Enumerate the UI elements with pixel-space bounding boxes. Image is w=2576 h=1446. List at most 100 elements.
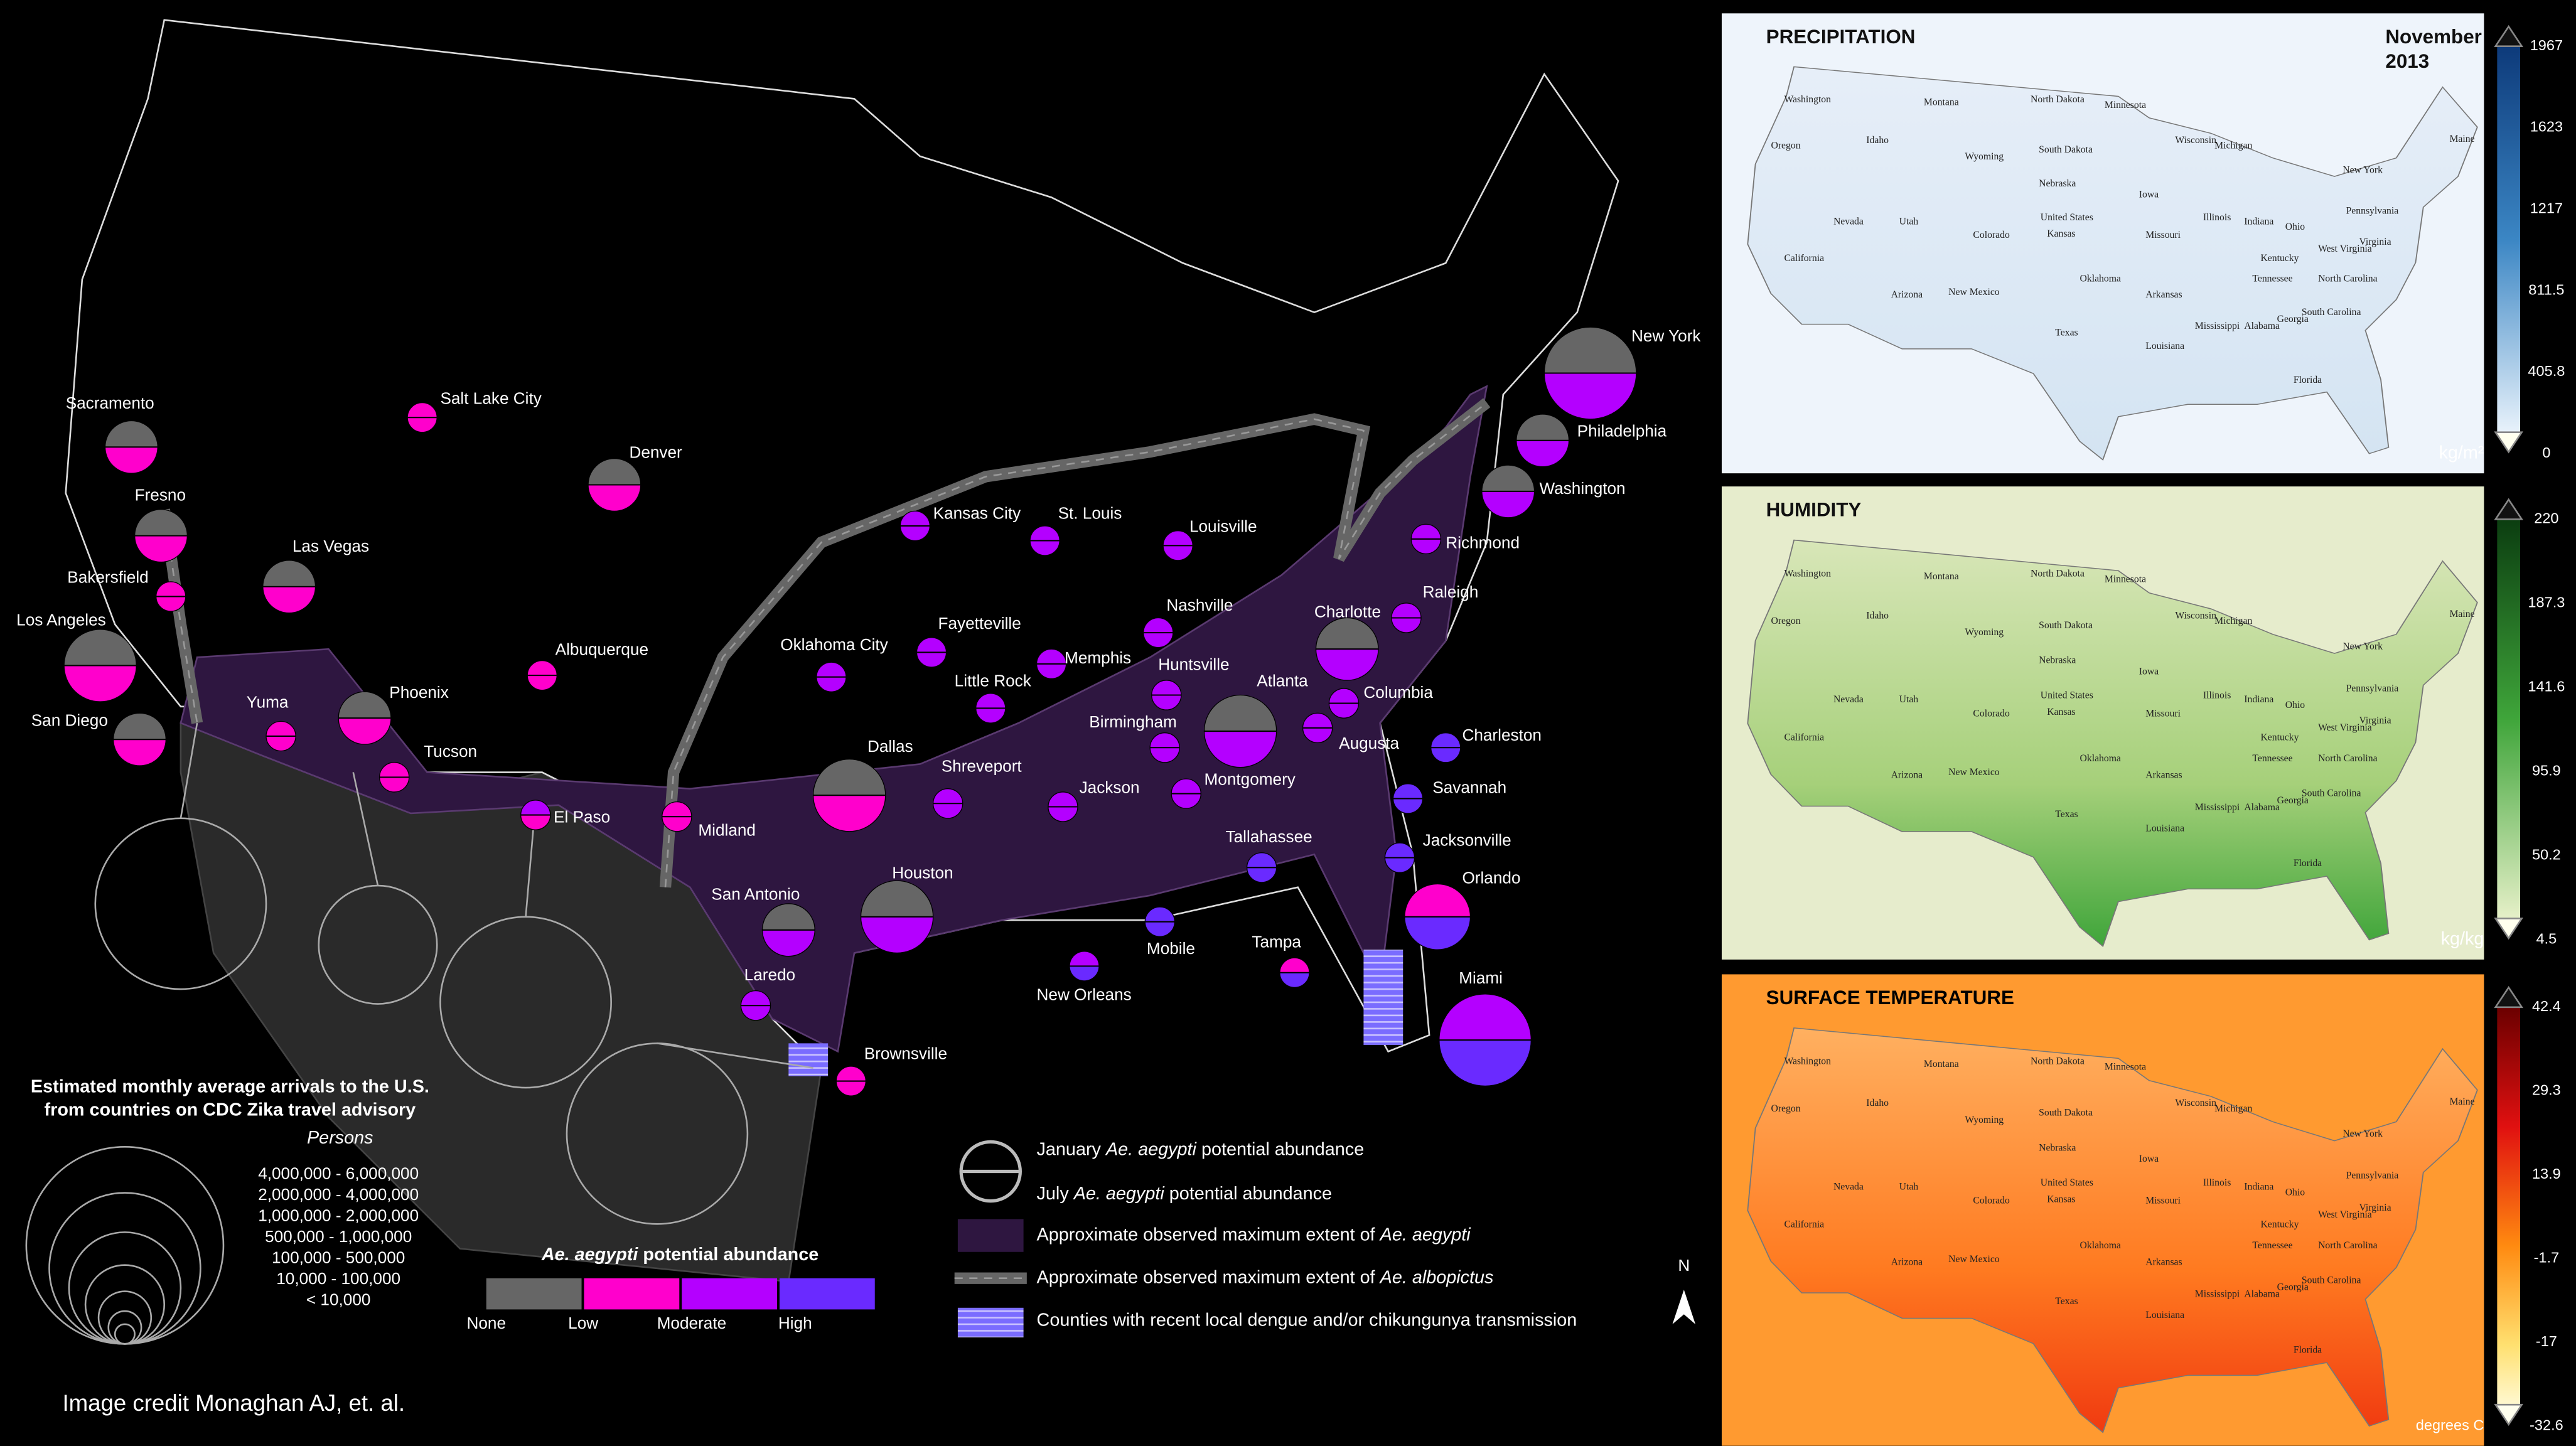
- size-class: 1,000,000 - 2,000,000: [258, 1206, 419, 1225]
- july-half: [1384, 857, 1415, 873]
- state-label: Virginia: [2359, 237, 2391, 247]
- january-half: [761, 903, 815, 931]
- abundance-swatch: [682, 1278, 778, 1310]
- state-label: Utah: [1899, 217, 1919, 227]
- state-label: Kentucky: [2260, 253, 2299, 264]
- state-label: Minnesota: [2105, 574, 2146, 584]
- city-marker: [1315, 617, 1379, 681]
- city-label: Charlotte: [1314, 602, 1381, 621]
- abundance-swatch: [584, 1278, 680, 1310]
- city-label: Bakersfield: [67, 568, 148, 587]
- city-label: Midland: [698, 821, 756, 840]
- july-half: [1069, 965, 1100, 982]
- city-marker: [1328, 688, 1360, 719]
- colorbar-cap: [2494, 986, 2524, 1009]
- colorbar-cap: [2494, 1403, 2524, 1426]
- july-half: [520, 814, 551, 830]
- january-half: [1410, 523, 1442, 540]
- colorbar-tick: 141.6: [2528, 678, 2565, 695]
- state-label: Alabama: [2244, 802, 2280, 813]
- city-label: Tucson: [424, 742, 477, 761]
- state-label: Georgia: [2277, 795, 2309, 806]
- state-label: North Dakota: [2031, 94, 2085, 105]
- key-suffix: potential abundance: [1169, 1184, 1332, 1204]
- size-legend-circle: [114, 1323, 136, 1345]
- july-half: [1481, 491, 1535, 518]
- january-half: [134, 509, 188, 537]
- july-half: [1144, 921, 1176, 937]
- state-label: Texas: [2055, 809, 2078, 820]
- size-class: 2,000,000 - 4,000,000: [258, 1185, 419, 1204]
- state-label: West Virginia: [2318, 1209, 2372, 1220]
- city-marker: [520, 800, 551, 830]
- state-label: Wisconsin: [2175, 610, 2216, 621]
- city-marker: [1246, 852, 1277, 883]
- july-half: [1430, 747, 1461, 763]
- state-label: Texas: [2055, 1296, 2078, 1307]
- state-label: Ohio: [2285, 222, 2305, 232]
- state-label: Kentucky: [2260, 1219, 2299, 1230]
- state-label: Virginia: [2359, 715, 2391, 726]
- january-half: [1439, 993, 1532, 1041]
- size-class: < 10,000: [306, 1290, 371, 1309]
- state-label: Arkansas: [2145, 1257, 2182, 1268]
- abundance-level: Moderate: [657, 1314, 727, 1332]
- arrivals-title: Estimated monthly average arrivals to th…: [31, 1077, 429, 1097]
- january-half: [1143, 617, 1174, 633]
- state-label: Kentucky: [2260, 732, 2299, 742]
- january-half: [1279, 957, 1310, 973]
- state-label: Illinois: [2203, 690, 2231, 700]
- city-marker: [761, 903, 815, 957]
- july-half: [407, 417, 437, 433]
- city-marker: [1410, 523, 1442, 554]
- abundance-title: Ae. aegypti potential abundance: [541, 1245, 818, 1265]
- legend: Estimated monthly average arrivals to th…: [25, 1077, 1696, 1416]
- city-label: El Paso: [554, 808, 610, 827]
- species: Ae. aegypti: [541, 1245, 639, 1265]
- city-label: Houston: [892, 864, 953, 882]
- size-legend-circle: [25, 1145, 225, 1345]
- city-marker: [112, 712, 167, 766]
- city-marker: [63, 629, 137, 702]
- july-half: [155, 596, 186, 612]
- aegypti-extent: [180, 385, 1488, 1053]
- arrival-circles: [94, 722, 813, 1225]
- state-label: North Carolina: [2318, 1240, 2378, 1251]
- panel-date: 2013: [2385, 50, 2429, 72]
- state-label: Nevada: [1833, 1182, 1864, 1192]
- key-label: July Ae. aegypti potential abundance: [1037, 1184, 1332, 1204]
- january-half: [1171, 778, 1201, 795]
- state-label: Oklahoma: [2080, 273, 2121, 284]
- july-half: [104, 446, 158, 474]
- size-class: 10,000 - 100,000: [276, 1269, 400, 1288]
- city-marker: [1143, 617, 1174, 648]
- state-label: Maine: [2449, 1096, 2474, 1107]
- january-half: [812, 759, 886, 796]
- state-label: Wyoming: [1965, 627, 2004, 638]
- abundance-level: Low: [568, 1314, 598, 1332]
- abundance-swatch: [486, 1278, 582, 1310]
- city-label: Orlando: [1462, 869, 1520, 887]
- state-label: Colorado: [1973, 230, 2010, 240]
- january-half: [112, 712, 167, 740]
- city-label: Columbia: [1363, 683, 1433, 702]
- state-label: Louisiana: [2145, 341, 2184, 351]
- dengue-counties: [788, 1043, 829, 1076]
- state-label: Iowa: [2139, 667, 2159, 677]
- key-species: Ae. albopictus: [1379, 1267, 1494, 1287]
- state-label: Kansas: [2047, 1194, 2075, 1205]
- january-half: [1430, 732, 1461, 748]
- state-label: Nevada: [1833, 694, 1864, 705]
- abundance-level: None: [466, 1314, 506, 1332]
- january-half: [527, 660, 557, 676]
- size-legend-circle: [107, 1310, 142, 1345]
- abundance-swatch: [779, 1278, 875, 1310]
- key-species: Ae. aegypti: [1379, 1224, 1472, 1245]
- state-label: Florida: [2294, 1345, 2322, 1356]
- state-label: South Carolina: [2302, 788, 2361, 799]
- state-label: Louisiana: [2145, 1310, 2184, 1320]
- key-label: Approximate observed maximum extent of A…: [1037, 1267, 1494, 1287]
- july-half: [338, 717, 392, 745]
- july-half: [1404, 916, 1471, 950]
- city-marker: [1149, 732, 1180, 763]
